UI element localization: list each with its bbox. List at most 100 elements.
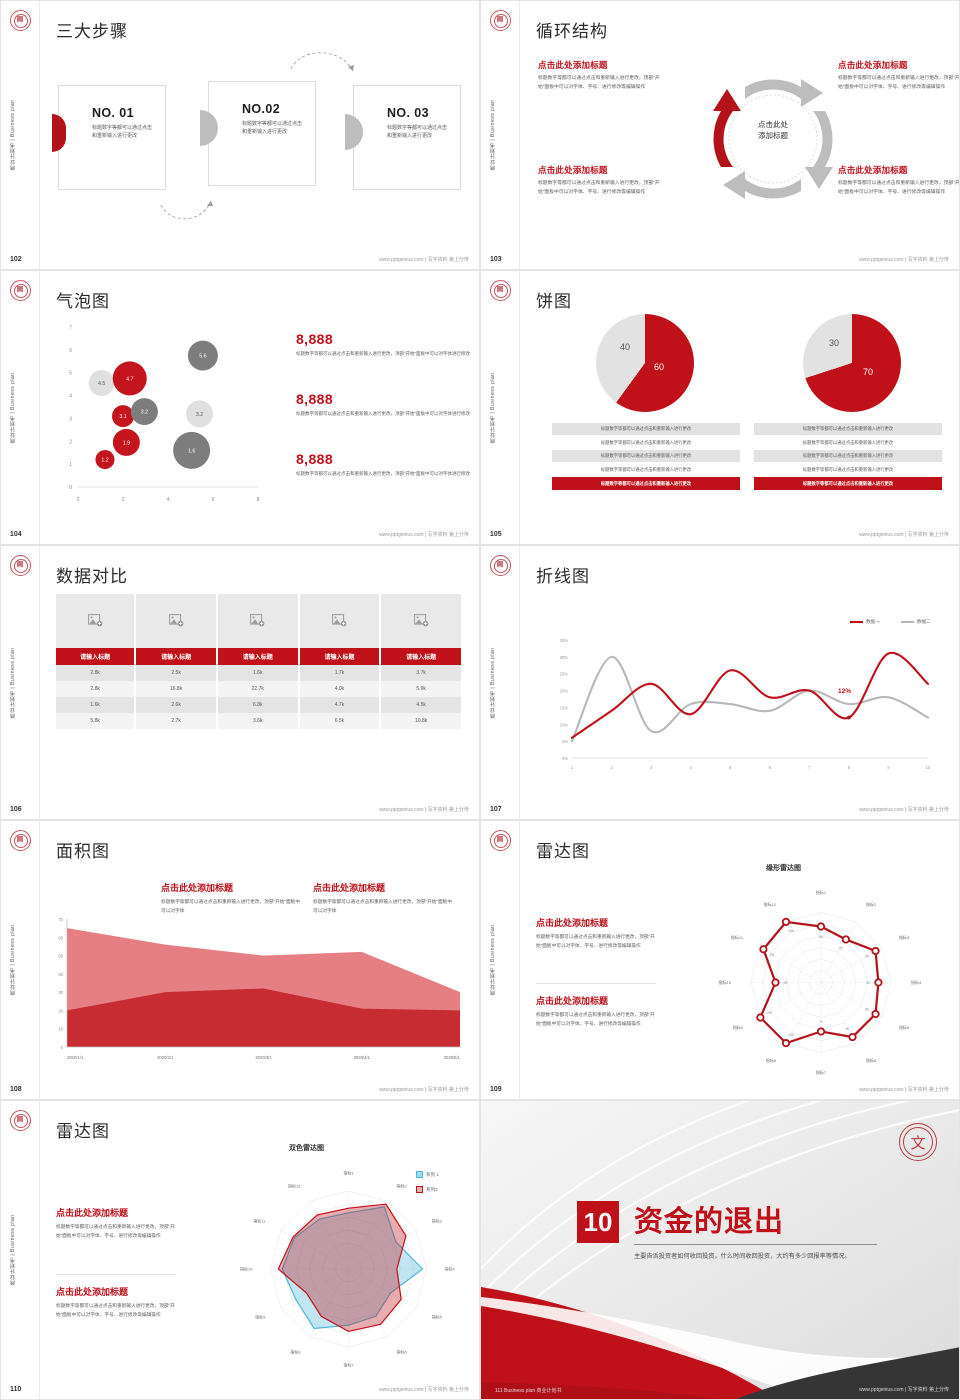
section-number: 10 bbox=[577, 1201, 619, 1243]
legend-row[interactable]: 标题数字等都可以通过点击和重新输入进行更改 bbox=[600, 466, 692, 472]
radar-chart-title: 缘形雷达图 bbox=[766, 865, 801, 872]
step-card-3[interactable]: NO. 03 标题数字等都可以通过点击和重新输入进行更改 bbox=[345, 85, 461, 190]
image-placeholder-cell[interactable] bbox=[298, 594, 382, 648]
image-placeholder-cell[interactable] bbox=[380, 594, 463, 648]
svg-text:2: 2 bbox=[610, 765, 613, 770]
cycle-heading-tl: 点击此处添加标题 bbox=[538, 60, 608, 70]
radar-divider bbox=[536, 983, 656, 984]
radar2-text-block-2: 点击此处添加标题 标题数字等都可以通过点击和重新输入进行更改，顶部“开始”面板中… bbox=[56, 1285, 181, 1320]
svg-text:指标3: 指标3 bbox=[899, 934, 910, 940]
stat-body-1: 标题数字等都可以通过点击和重新输入进行更改，顶部“开始”面板中可以对字体进行修改 bbox=[296, 351, 470, 356]
svg-text:指标2: 指标2 bbox=[866, 901, 877, 907]
stat-block-2: 8,888 标题数字等都可以通过点击和重新输入进行更改，顶部“开始”面板中可以对… bbox=[296, 391, 471, 418]
image-placeholder-cell[interactable] bbox=[216, 594, 300, 648]
table-cell: 6.8k bbox=[216, 697, 300, 713]
seal-icon bbox=[10, 10, 31, 31]
area-text-block-1: 点击此处添加标题 标题数字等都可以通过点击和重新输入进行更改，顶部“开始”面板中… bbox=[161, 881, 301, 916]
svg-text:100: 100 bbox=[788, 1033, 794, 1037]
table-cell: 3.6k bbox=[216, 713, 300, 729]
svg-text:70: 70 bbox=[58, 917, 63, 922]
step-accent-3 bbox=[345, 114, 363, 150]
table-cell: 5.8k bbox=[56, 713, 137, 729]
svg-text:9: 9 bbox=[887, 765, 890, 770]
svg-text:指标9: 指标9 bbox=[733, 1024, 744, 1030]
footer-text: www.pptgenius.com | 写字资料 第上分传 bbox=[379, 807, 469, 813]
table-cell: 2.7k bbox=[135, 713, 218, 729]
svg-text:5.6: 5.6 bbox=[199, 354, 206, 360]
footer-text: www.pptgenius.com | 写字资料 第上分传 bbox=[379, 257, 469, 263]
legend-row[interactable]: 标题数字等都可以通过点击和重新输入进行更改 bbox=[552, 450, 740, 462]
legend-row[interactable]: 标题数字等都可以通过点击和重新输入进行更改 bbox=[754, 423, 942, 435]
footer-text: www.pptgenius.com | 写字资料 第上分传 bbox=[379, 1087, 469, 1093]
svg-text:4: 4 bbox=[167, 497, 170, 503]
svg-text:25%: 25% bbox=[560, 672, 569, 677]
sidebar-vertical-text: 商业计划书 | Business plan bbox=[10, 1214, 16, 1286]
svg-text:指标7: 指标7 bbox=[343, 1362, 354, 1368]
seal-icon bbox=[10, 1110, 31, 1131]
svg-text:指标9: 指标9 bbox=[255, 1314, 266, 1320]
page-title: 雷达图 bbox=[56, 1122, 110, 1141]
area-text-block-2: 点击此处添加标题 标题数字等都可以通过点击和重新输入进行更改，顶部“开始”面板中… bbox=[313, 881, 453, 916]
seal-icon bbox=[10, 555, 31, 576]
page-title: 雷达图 bbox=[536, 842, 590, 861]
legend-row[interactable]: 标题数字等都可以通过点击和重新输入进行更改 bbox=[552, 423, 740, 435]
area-body-2: 标题数字等都可以通过点击和重新输入进行更改，顶部“开始”面板中可以对字体 bbox=[313, 899, 453, 913]
legend-swatch-series2 bbox=[901, 621, 914, 623]
radar-chart-single: 指标1 指标2 指标3 指标4 指标5 指标6 指标7 指标8 指标9 指标10 指标11 指标12 8… bbox=[696, 876, 946, 1081]
step-card-2[interactable]: NO.02 标题数字等都可以通过点击和重新输入进行更改 bbox=[200, 81, 316, 186]
stat-number-1: 8,888 bbox=[296, 331, 334, 347]
table-cell: 6.5k bbox=[298, 713, 382, 729]
line-annotation: 12% bbox=[838, 688, 852, 695]
cycle-heading-bl: 点击此处添加标题 bbox=[538, 165, 608, 175]
svg-text:95: 95 bbox=[770, 953, 774, 957]
svg-text:2: 2 bbox=[122, 497, 125, 503]
sidebar-vertical-text: 商业计划书 | Business plan bbox=[490, 99, 496, 171]
image-placeholder-cell[interactable] bbox=[56, 594, 137, 648]
svg-text:指标6: 指标6 bbox=[397, 1349, 408, 1355]
bubble-chart: 0 1 2 3 4 5 6 7 0 2 4 6 8 4.5 4.7 5.6 3.1 3.2 3.2 1.9 1.2 1.6 bbox=[56, 319, 266, 509]
svg-text:6: 6 bbox=[769, 765, 772, 770]
area-heading-2: 点击此处添加标题 bbox=[313, 883, 386, 893]
step-card-1[interactable]: NO. 01 标题数字等都可以通过点击和重新输入进行更改 bbox=[52, 85, 166, 190]
sidebar-rule bbox=[39, 821, 40, 1099]
section-body: 主要告诉投资者如何收回投资，什么时间收回投资，大约有多少回报率等情况。 bbox=[634, 1253, 851, 1260]
radar2-divider bbox=[56, 1274, 176, 1275]
pie-2-value-grey: 30 bbox=[829, 338, 840, 348]
svg-text:指标1: 指标1 bbox=[816, 889, 827, 895]
svg-text:5%: 5% bbox=[562, 739, 568, 744]
slide-104: 商业计划书 | Business plan 气泡图 0 1 2 3 4 5 6 7 0 2 4 6 8 4… bbox=[0, 270, 480, 545]
cycle-center-line1: 点击此处 bbox=[758, 120, 788, 129]
table-cell: 1.7k bbox=[298, 665, 382, 681]
svg-text:1: 1 bbox=[69, 462, 72, 468]
svg-text:6: 6 bbox=[212, 497, 215, 503]
step-number-2: NO.02 bbox=[242, 102, 281, 116]
legend-row[interactable]: 标题数字等都可以通过点击和重新输入进行更改 bbox=[754, 450, 942, 462]
legend-row-highlight[interactable]: 标题数字等都可以通过点击和重新输入进行更改 bbox=[754, 477, 942, 490]
svg-text:2020/4/1: 2020/4/1 bbox=[354, 1055, 371, 1060]
cycle-body-tl: 标题数字等都可以通过点击和重新输入进行更改，顶部“开始”面板中可以对字体、字号、… bbox=[538, 76, 660, 90]
area-body-1: 标题数字等都可以通过点击和重新输入进行更改，顶部“开始”面板中可以对字体 bbox=[161, 899, 301, 913]
legend-row[interactable]: 标题数字等都可以通过点击和重新输入进行更改 bbox=[600, 439, 692, 445]
page-number: 105 bbox=[490, 531, 502, 538]
cycle-diagram bbox=[713, 79, 833, 199]
step-number-3: NO. 03 bbox=[387, 106, 429, 120]
legend-row[interactable]: 标题数字等都可以通过点击和重新输入进行更改 bbox=[802, 439, 894, 445]
stat-block-1: 8,888 标题数字等都可以通过点击和重新输入进行更改，顶部“开始”面板中可以对… bbox=[296, 331, 471, 358]
seal-icon bbox=[10, 830, 31, 851]
image-placeholder-cell[interactable] bbox=[135, 594, 218, 648]
page-number: 103 bbox=[490, 256, 502, 263]
table-cell: 4.7k bbox=[298, 697, 382, 713]
radar2-legend-1: 系列 1 bbox=[416, 1171, 439, 1178]
legend-row-highlight[interactable]: 标题数字等都可以通过点击和重新输入进行更改 bbox=[552, 477, 740, 490]
table-cell: 1.6k bbox=[216, 665, 300, 681]
radar2-heading-1: 点击此处添加标题 bbox=[56, 1208, 129, 1218]
svg-text:15%: 15% bbox=[560, 705, 569, 710]
comparison-table: 请输入标题 请输入标题 请输入标题 请输入标题 请输入标题 2.8k 2.5k 1.6k 1.7… bbox=[56, 594, 463, 729]
svg-text:8: 8 bbox=[848, 765, 851, 770]
sidebar-vertical-text: 商业计划书 | Business plan bbox=[490, 372, 496, 443]
sidebar-vertical-text: 商业计划书 | Business plan bbox=[10, 99, 16, 171]
svg-text:3.2: 3.2 bbox=[141, 410, 148, 416]
svg-text:80: 80 bbox=[819, 935, 823, 939]
legend-row[interactable]: 标题数字等都可以通过点击和重新输入进行更改 bbox=[802, 466, 894, 472]
